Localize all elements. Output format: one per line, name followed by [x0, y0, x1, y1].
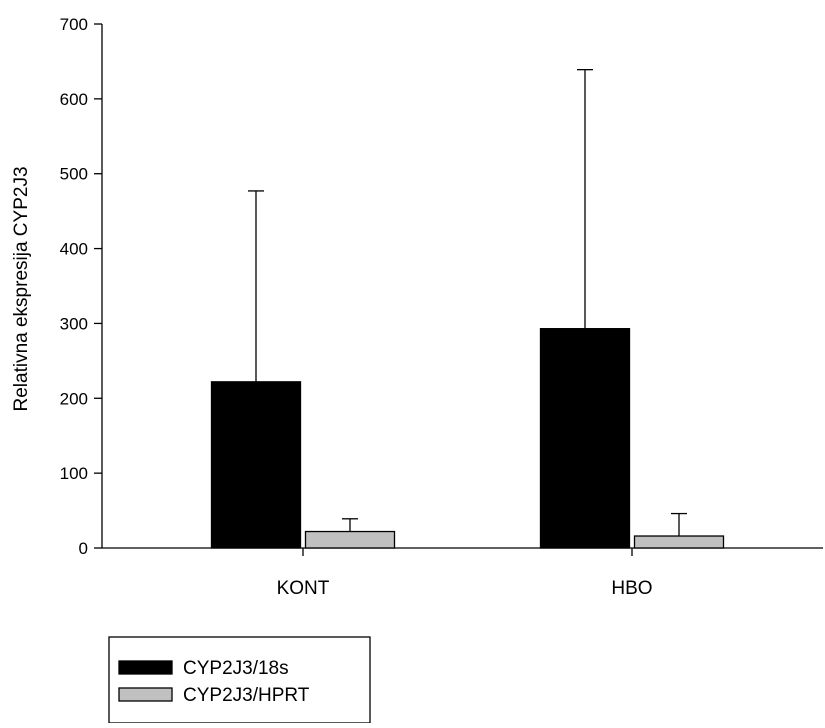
y-tick-label: 400: [60, 240, 88, 259]
bar: [304, 530, 396, 549]
y-tick-label: 200: [60, 389, 88, 408]
y-tick-label: 600: [60, 90, 88, 109]
legend-label: CYP2J3/18s: [183, 658, 289, 679]
bars: [210, 69, 725, 549]
legend-swatch: [118, 687, 173, 702]
bar: [539, 328, 631, 549]
y-tick-label: 100: [60, 464, 88, 483]
bar: [633, 535, 725, 549]
x-tick-label: KONT: [277, 578, 330, 599]
y-tick-label: 500: [60, 165, 88, 184]
axes: 0 100 200 300 400 500 600 700 Relativna ekspresi…: [11, 15, 823, 599]
y-tick-label: 700: [60, 15, 88, 34]
bar: [210, 381, 302, 549]
y-tick-label: 0: [79, 539, 88, 558]
x-tick-label: HBO: [611, 578, 652, 599]
legend-swatch: [118, 660, 173, 675]
legend: CYP2J3/18s CYP2J3/HPRT: [108, 636, 371, 724]
y-axis-title: Relativna ekspresija CYP2J3: [11, 166, 32, 411]
y-tick-label: 300: [60, 314, 88, 333]
legend-box: [108, 636, 371, 724]
legend-label: CYP2J3/HPRT: [183, 685, 310, 706]
